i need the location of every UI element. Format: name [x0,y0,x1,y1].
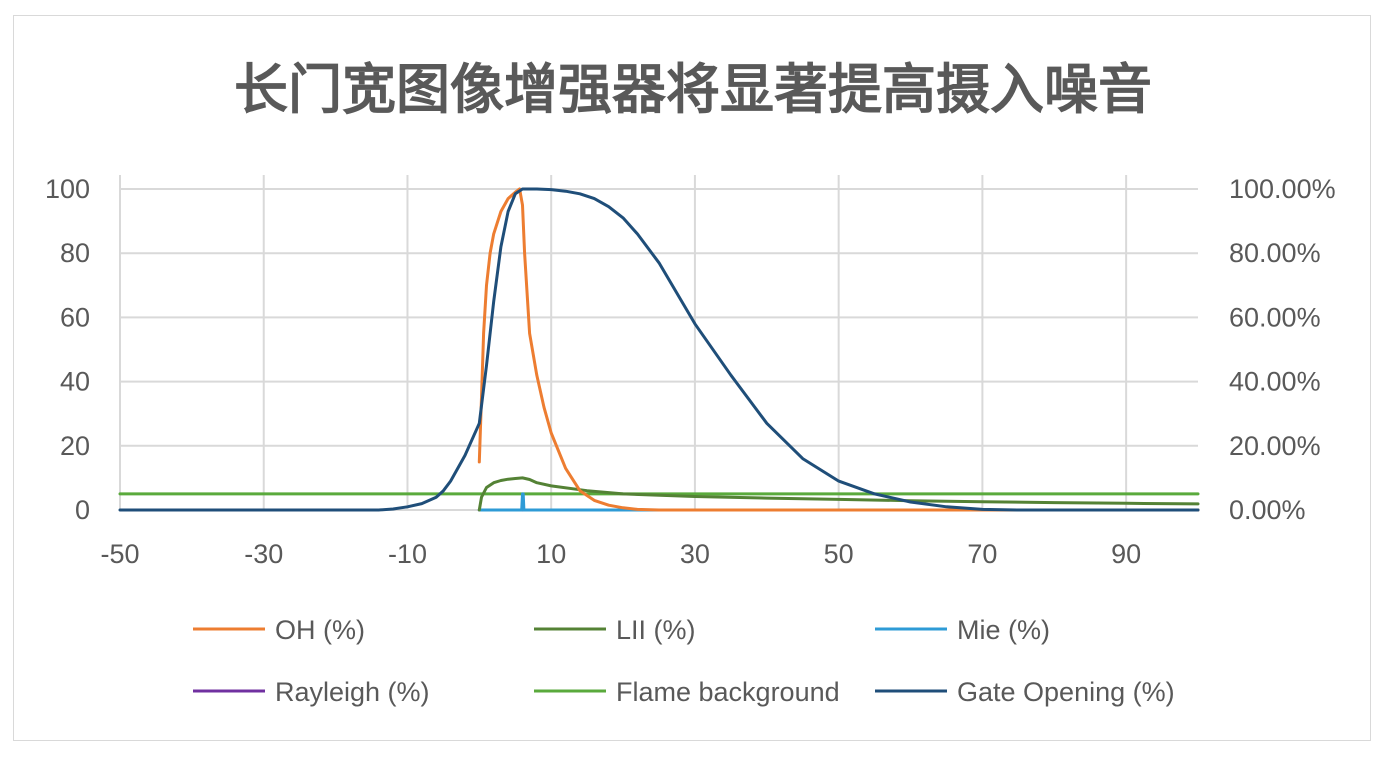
y-tick-label: 40 [60,367,90,397]
y2-tick-label: 20.00% [1229,431,1321,461]
series-line-oh [477,187,1200,512]
y2-axis-ticks: 0.00% 20.00% 40.00% 60.00% 80.00% 100.00% [1229,174,1336,525]
x-tick-label: -30 [244,539,283,569]
legend-label-gate-opening: Gate Opening (%) [957,677,1175,707]
legend-label-flame-background: Flame background [616,677,840,707]
x-tick-label: -50 [100,539,139,569]
x-tick-label: 90 [1111,539,1141,569]
y-tick-label: 20 [60,431,90,461]
legend: OH (%) LII (%) Mie (%) Rayleigh (%) Flame ba… [193,615,1175,707]
y2-tick-label: 0.00% [1229,495,1306,525]
x-axis-ticks: -50 -30 -10 10 30 50 70 90 [100,539,1141,569]
y2-tick-label: 100.00% [1229,174,1336,204]
y-axis-ticks: 0 20 40 60 80 100 [45,174,90,525]
y-tick-label: 60 [60,302,90,332]
chart-frame [13,15,1371,741]
legend-label-rayleigh: Rayleigh (%) [275,677,430,707]
series-lines [118,187,1200,512]
y2-tick-label: 40.00% [1229,367,1321,397]
chart-title: 长门宽图像增强器将显著提高摄入噪音 [234,58,1152,121]
y-tick-label: 80 [60,238,90,268]
y2-tick-label: 80.00% [1229,238,1321,268]
series-line-gate-opening [118,187,1200,512]
y2-tick-label: 60.00% [1229,302,1321,332]
y-tick-label: 100 [45,174,90,204]
legend-label-mie: Mie (%) [957,615,1050,645]
legend-label-lii: LII (%) [616,615,696,645]
x-tick-label: 10 [536,539,566,569]
grid-lines [119,175,1198,511]
x-tick-label: -10 [388,539,427,569]
series-line-lii [477,476,1200,512]
x-tick-label: 70 [967,539,997,569]
legend-label-oh: OH (%) [275,615,365,645]
x-tick-label: 50 [824,539,854,569]
x-tick-label: 30 [680,539,710,569]
y-tick-label: 0 [75,495,90,525]
